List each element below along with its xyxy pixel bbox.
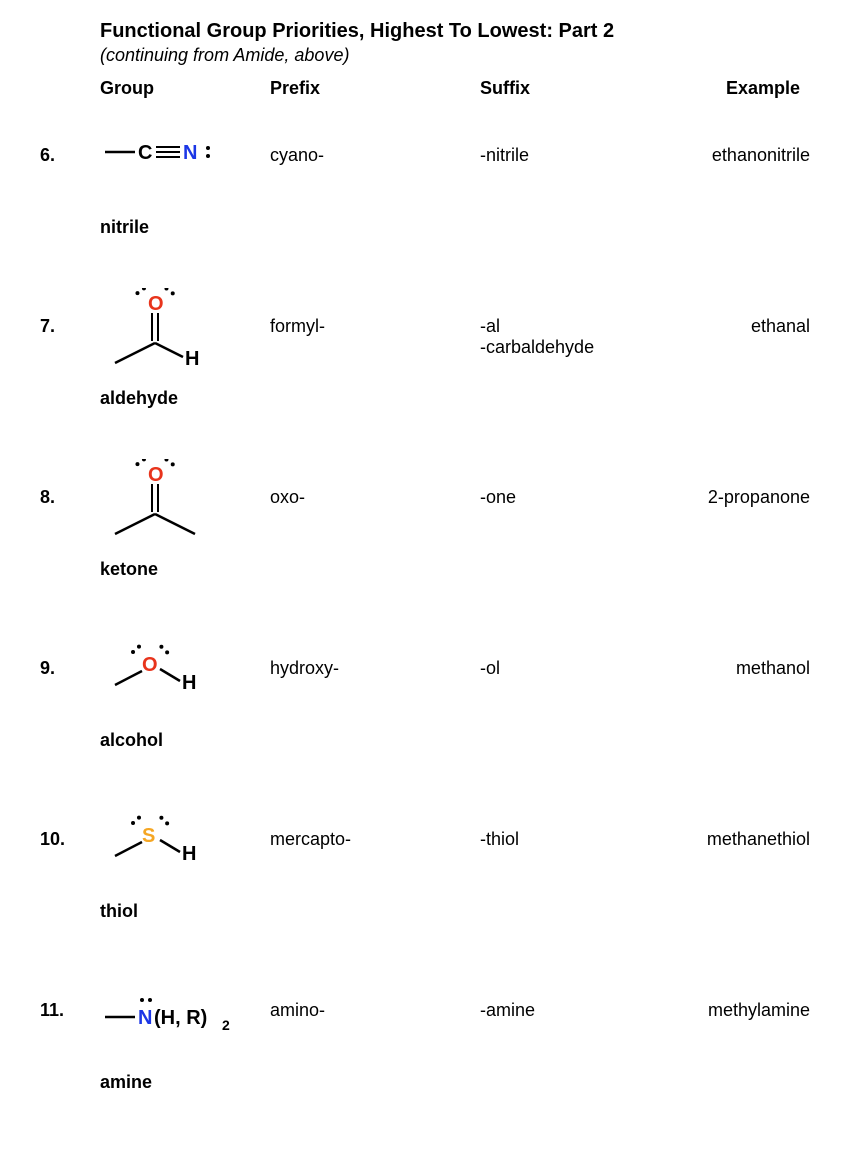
prefix-cell: oxo-	[270, 459, 480, 508]
structure-cell: O Halcohol	[100, 630, 270, 751]
group-name: thiol	[100, 901, 270, 922]
page-subtitle: (continuing from Amide, above)	[100, 45, 820, 66]
table-row: 11. N(H, R) 2 amine amino--aminemethylamine	[40, 972, 820, 1093]
structure-cell: C Nnitrile	[100, 117, 270, 238]
header-block: Functional Group Priorities, Highest To …	[100, 20, 820, 66]
svg-text:S: S	[142, 825, 155, 847]
table-row: 10. S Hthiol mercapto--thiolmethanethiol	[40, 801, 820, 922]
structure-cell: N(H, R) 2 amine	[100, 972, 270, 1093]
example-cell: ethanonitrile	[670, 117, 810, 166]
column-headers: Group Prefix Suffix Example	[100, 78, 820, 99]
suffix-cell: -thiol	[480, 801, 670, 850]
structure-cell: O Haldehyde	[100, 288, 270, 409]
svg-text:N: N	[138, 1007, 152, 1029]
suffix-cell: -amine	[480, 972, 670, 1021]
table-row: 6. C Nnitrile cyano--nitrileethanonitrile	[40, 117, 820, 238]
prefix-cell: hydroxy-	[270, 630, 480, 679]
row-number: 8.	[40, 459, 100, 508]
row-number: 7.	[40, 288, 100, 337]
suffix-value: -thiol	[480, 829, 670, 850]
row-number: 9.	[40, 630, 100, 679]
suffix-value: -carbaldehyde	[480, 337, 670, 358]
svg-text:(H, R): (H, R)	[154, 1007, 207, 1029]
example-cell: methanethiol	[670, 801, 810, 850]
prefix-cell: amino-	[270, 972, 480, 1021]
prefix-cell: mercapto-	[270, 801, 480, 850]
prefix-cell: formyl-	[270, 288, 480, 337]
svg-text:C: C	[138, 142, 152, 164]
group-name: alcohol	[100, 730, 270, 751]
suffix-cell: -al-carbaldehyde	[480, 288, 670, 358]
structure-cell: Oketone	[100, 459, 270, 580]
rows-container: 6. C Nnitrile cyano--nitrileethanonitrile 7.…	[40, 117, 820, 1093]
suffix-value: -al	[480, 316, 670, 337]
table-row: 9. O Halcohol hydroxy--olmethanol	[40, 630, 820, 751]
suffix-value: -amine	[480, 1000, 670, 1021]
group-name: ketone	[100, 559, 270, 580]
example-cell: ethanal	[670, 288, 810, 337]
structure-cell: S Hthiol	[100, 801, 270, 922]
svg-text:H: H	[182, 672, 196, 694]
svg-text:O: O	[148, 293, 164, 315]
example-cell: methanol	[670, 630, 810, 679]
suffix-cell: -nitrile	[480, 117, 670, 166]
svg-text:H: H	[182, 843, 196, 865]
col-example: Example	[670, 78, 800, 99]
svg-text:O: O	[148, 464, 164, 486]
svg-text:O: O	[142, 654, 158, 676]
prefix-cell: cyano-	[270, 117, 480, 166]
table-row: 8.Oketoneoxo--one2-propanone	[40, 459, 820, 580]
suffix-value: -ol	[480, 658, 670, 679]
page-title: Functional Group Priorities, Highest To …	[100, 20, 820, 43]
table-row: 7. O Haldehyde formyl--al-carbaldehydeethan…	[40, 288, 820, 409]
row-number: 6.	[40, 117, 100, 166]
example-cell: methylamine	[670, 972, 810, 1021]
row-number: 11.	[40, 972, 100, 1021]
col-group: Group	[100, 78, 270, 99]
svg-text:H: H	[185, 348, 199, 370]
svg-text:2: 2	[222, 1017, 230, 1033]
suffix-value: -one	[480, 487, 670, 508]
example-cell: 2-propanone	[670, 459, 810, 508]
suffix-value: -nitrile	[480, 145, 670, 166]
svg-text:N: N	[183, 142, 197, 164]
group-name: nitrile	[100, 217, 270, 238]
suffix-cell: -one	[480, 459, 670, 508]
suffix-cell: -ol	[480, 630, 670, 679]
group-name: aldehyde	[100, 388, 270, 409]
group-name: amine	[100, 1072, 270, 1093]
col-prefix: Prefix	[270, 78, 480, 99]
col-suffix: Suffix	[480, 78, 670, 99]
row-number: 10.	[40, 801, 100, 850]
